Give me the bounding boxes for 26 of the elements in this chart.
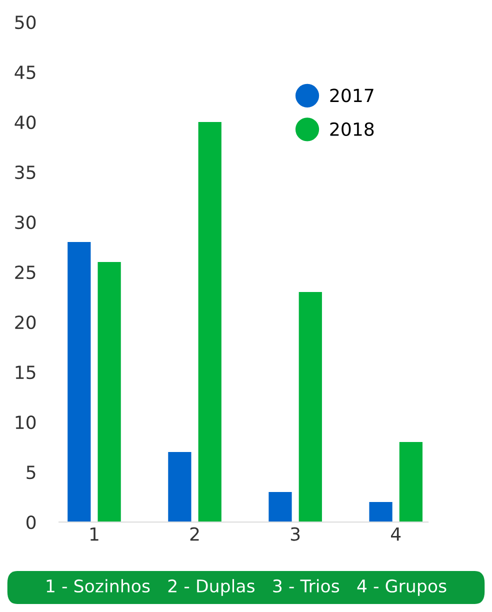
legend-label: 2018 [330, 122, 374, 136]
y-tick-label: 0 [26, 515, 36, 530]
y-tick-label: 5 [26, 466, 36, 480]
legend-label: 2017 [330, 88, 374, 102]
y-tick-label: 15 [16, 366, 36, 380]
y-tick-label: 35 [15, 165, 36, 180]
bar [198, 122, 222, 522]
bar [399, 442, 423, 522]
y-tick-label: 10 [16, 415, 36, 430]
bar [98, 262, 121, 522]
bar [168, 452, 192, 522]
bar [298, 292, 322, 522]
y-tick-label: 20 [15, 315, 36, 330]
y-tick-label: 25 [15, 265, 36, 280]
x-tick-label: 4 [391, 527, 401, 541]
x-tick-label: 3 [290, 527, 300, 541]
y-tick-label: 45 [14, 66, 36, 80]
x-tick-label: 2 [190, 527, 199, 541]
text: 1 - Sozinhos 2 - Duplas 3 - Trios 4 - Grupos [46, 579, 446, 596]
y-tick-label: 30 [15, 215, 36, 230]
bar [68, 242, 91, 522]
y-tick-label: 50 [15, 15, 36, 30]
bar [369, 502, 392, 522]
x-tick-label: 1 [90, 527, 98, 541]
bar [268, 492, 292, 522]
y-tick-label: 40 [14, 115, 36, 130]
